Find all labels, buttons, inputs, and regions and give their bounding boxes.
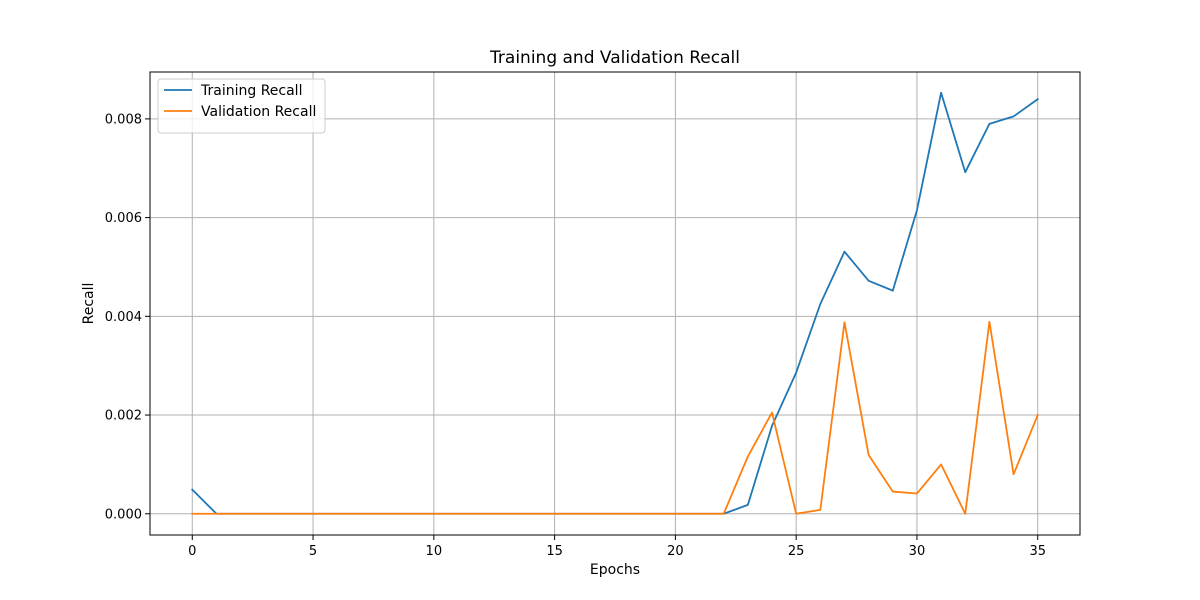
x-tick-label: 0 — [188, 544, 196, 559]
x-tick-label: 5 — [309, 544, 317, 559]
x-tick-label: 20 — [667, 544, 684, 559]
x-tick-label: 35 — [1029, 544, 1046, 559]
y-tick-label: 0.006 — [105, 211, 142, 226]
series-line-validation-recall — [191, 320, 1039, 515]
x-tick-label: 15 — [546, 544, 563, 559]
legend-box — [157, 78, 326, 134]
y-tick-label: 0.002 — [105, 409, 142, 424]
x-tick-label: 10 — [426, 544, 443, 559]
axes-frame — [149, 71, 1081, 536]
axis-ticks: 0 5 10 15 20 25 30 35 0.000 0.002 0.004 0.006 0.008 — [105, 112, 1046, 559]
series-lines — [190, 91, 1039, 515]
x-axis-label: Epochs — [590, 562, 640, 578]
legend: Training Recall Validation Recall — [157, 78, 326, 134]
legend-label: Validation Recall — [201, 104, 316, 120]
chart-title: Training and Validation Recall — [489, 48, 740, 68]
y-tick-label: 0.000 — [105, 507, 142, 522]
y-axis-label: Recall — [81, 283, 97, 325]
legend-label: Training Recall — [200, 83, 302, 99]
y-tick-label: 0.004 — [105, 310, 142, 325]
x-tick-label: 30 — [909, 544, 926, 559]
y-tick-label: 0.008 — [105, 112, 142, 127]
x-tick-label: 25 — [788, 544, 805, 559]
